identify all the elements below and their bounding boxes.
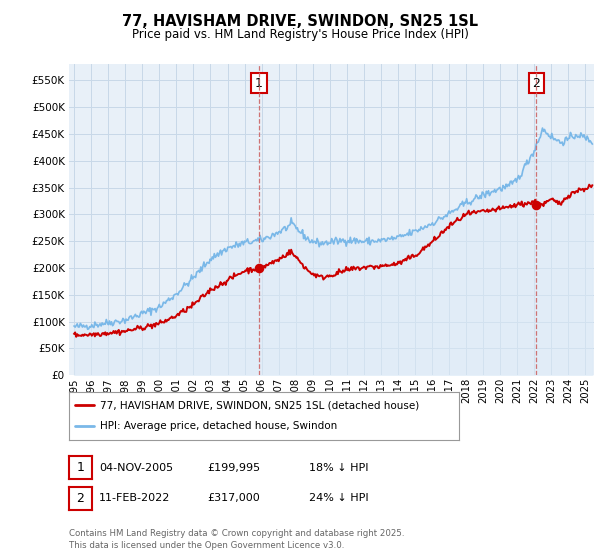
Text: 77, HAVISHAM DRIVE, SWINDON, SN25 1SL (detached house): 77, HAVISHAM DRIVE, SWINDON, SN25 1SL (d…	[100, 400, 419, 410]
Text: 04-NOV-2005: 04-NOV-2005	[99, 463, 173, 473]
Text: 77, HAVISHAM DRIVE, SWINDON, SN25 1SL: 77, HAVISHAM DRIVE, SWINDON, SN25 1SL	[122, 14, 478, 29]
Text: £199,995: £199,995	[207, 463, 260, 473]
Text: HPI: Average price, detached house, Swindon: HPI: Average price, detached house, Swin…	[100, 421, 337, 431]
Text: 18% ↓ HPI: 18% ↓ HPI	[309, 463, 368, 473]
Text: Contains HM Land Registry data © Crown copyright and database right 2025.
This d: Contains HM Land Registry data © Crown c…	[69, 529, 404, 550]
Text: 2: 2	[76, 492, 85, 505]
Text: 11-FEB-2022: 11-FEB-2022	[99, 493, 170, 503]
Text: Price paid vs. HM Land Registry's House Price Index (HPI): Price paid vs. HM Land Registry's House …	[131, 28, 469, 41]
Text: 24% ↓ HPI: 24% ↓ HPI	[309, 493, 368, 503]
Text: 2: 2	[532, 77, 541, 90]
Text: 1: 1	[255, 77, 263, 90]
Point	[254, 264, 264, 273]
Text: £317,000: £317,000	[207, 493, 260, 503]
Text: 1: 1	[76, 461, 85, 474]
Point	[532, 201, 541, 210]
